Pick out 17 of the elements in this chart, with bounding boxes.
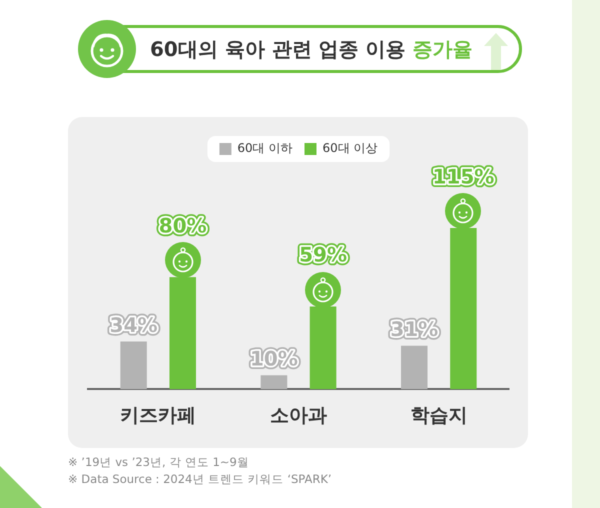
data-label: 115%	[432, 164, 494, 188]
data-label: 59%	[299, 242, 347, 267]
data-label: 31%	[390, 316, 438, 341]
text: ※ ’19년 vs ’23년, 각 연도 1~9월	[68, 454, 250, 471]
x-tick-label: 학습지	[410, 404, 468, 427]
chart-title: 60대의 육아 관련 업종 이용 증가율	[150, 37, 473, 61]
data-label: 34%	[110, 312, 158, 337]
text: ※ Data Source : 2024년 트렌드 키워드 ‘SPARK’	[68, 471, 332, 488]
x-tick-label: 키즈카페	[120, 404, 196, 427]
bar	[120, 342, 147, 390]
bar	[260, 375, 288, 390]
legend-label: 60대 이상	[322, 141, 378, 156]
data-label: 80%	[158, 213, 207, 238]
legend-label: 60대 이하	[237, 141, 293, 156]
bar	[401, 346, 428, 390]
x-tick-label: 소아과	[270, 404, 327, 427]
data-label: 10%	[250, 346, 298, 370]
